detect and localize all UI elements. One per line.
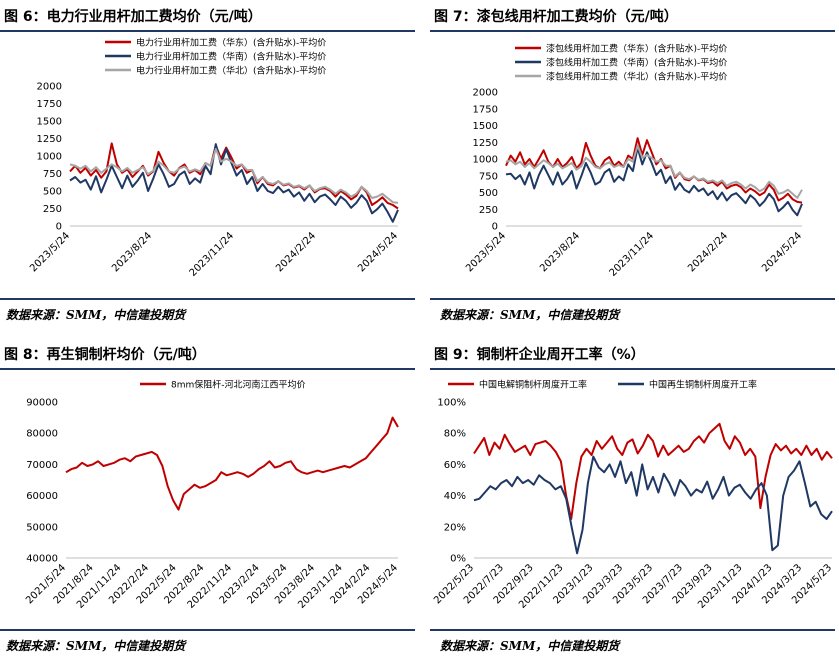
source-label: 数据来源：SMM，中信建投期货 bbox=[440, 308, 620, 322]
y-tick-label: 40% bbox=[444, 491, 466, 502]
title-rule bbox=[0, 30, 415, 32]
line-chart-0: 电力行业用杆加工费（华东）(含升贴水)-平均价电力行业用杆加工费（华南）(含升贴… bbox=[28, 37, 400, 279]
x-tick-label: 2024/2/24 bbox=[274, 230, 318, 274]
y-tick-label: 80% bbox=[444, 429, 466, 440]
y-tick-label: 2000 bbox=[473, 88, 498, 99]
source-label: 数据来源：SMM，中信建投期货 bbox=[6, 639, 186, 653]
series-line bbox=[505, 137, 803, 204]
legend-label: 漆包线用杆加工费（华南）(含升贴水)-平均价 bbox=[546, 57, 727, 69]
chart-panel-3: 图 9：铜制杆企业周开工率（%） 中国电解铜制杆周度开工率 中国再生铜制杆周度开工… bbox=[430, 338, 839, 671]
legend-label: 中国电解铜制杆周度开工率 bbox=[479, 379, 587, 391]
y-tick-label: 80000 bbox=[26, 429, 58, 440]
y-tick-label: 40000 bbox=[26, 554, 58, 565]
y-tick-label: 750 bbox=[43, 169, 62, 180]
series-line bbox=[505, 144, 803, 199]
y-tick-label: 250 bbox=[43, 204, 62, 215]
y-tick-label: 20% bbox=[444, 522, 466, 533]
line-chart-2: 8mm保阻杆-河北河南江西平均价 90000 80000 70000 60000 5000… bbox=[24, 379, 400, 611]
y-tick-label: 750 bbox=[479, 171, 498, 182]
source-rule bbox=[430, 298, 835, 300]
y-tick-label: 500 bbox=[43, 187, 62, 198]
y-tick-label: 1000 bbox=[37, 152, 62, 163]
x-tick-label: 2023/11/24 bbox=[188, 230, 237, 279]
x-tick-label: 2023/11/24 bbox=[608, 230, 657, 279]
legend-label: 电力行业用杆加工费（华南）(含升贴水)-平均价 bbox=[136, 51, 326, 63]
chart-title: 图 8：再生铜制杆均价（元/吨） bbox=[4, 347, 206, 363]
chart-title: 图 6：电力行业用杆加工费均价（元/吨） bbox=[4, 9, 262, 25]
line-chart-3: 中国电解铜制杆周度开工率 中国再生铜制杆周度开工率 100% 80% 60% 40% 20%… bbox=[432, 379, 834, 611]
y-tick-label: 100% bbox=[437, 398, 466, 409]
y-tick-label: 50000 bbox=[26, 522, 58, 533]
series-line bbox=[505, 146, 803, 217]
series-line bbox=[473, 422, 833, 520]
legend-label: 电力行业用杆加工费（华北）(含升贴水)-平均价 bbox=[136, 65, 326, 77]
y-tick-label: 1250 bbox=[473, 138, 498, 149]
y-tick-label: 2000 bbox=[37, 82, 62, 93]
y-tick-label: 1000 bbox=[473, 155, 498, 166]
source-rule bbox=[0, 298, 415, 300]
series-line bbox=[69, 142, 399, 210]
y-tick-label: 250 bbox=[479, 205, 498, 216]
title-rule bbox=[0, 368, 415, 370]
y-tick-label: 0 bbox=[56, 222, 62, 233]
legend-label: 中国再生铜制杆周度开工率 bbox=[649, 379, 757, 391]
title-rule bbox=[430, 368, 835, 370]
y-tick-label: 0 bbox=[492, 222, 498, 233]
legend-label: 漆包线用杆加工费（华北）(含升贴水)-平均价 bbox=[546, 71, 727, 83]
y-tick-label: 1750 bbox=[37, 99, 62, 110]
y-tick-label: 500 bbox=[479, 188, 498, 199]
source-rule bbox=[430, 629, 835, 631]
chart-title: 图 7：漆包线用杆加工费均价（元/吨） bbox=[434, 9, 678, 25]
legend-label: 漆包线用杆加工费（华东）(含升贴水)-平均价 bbox=[546, 43, 727, 55]
series-line bbox=[473, 455, 833, 555]
x-tick-label: 2023/8/24 bbox=[538, 230, 582, 274]
chart-panel-1: 图 7：漆包线用杆加工费均价（元/吨） 漆包线用杆加工费（华东）(含升贴水)-平… bbox=[430, 0, 839, 330]
x-tick-label: 2023/8/24 bbox=[110, 230, 154, 274]
series-line bbox=[65, 416, 399, 511]
legend-label: 电力行业用杆加工费（华东）(含升贴水)-平均价 bbox=[136, 37, 326, 49]
source-rule bbox=[0, 629, 415, 631]
y-tick-label: 1500 bbox=[473, 121, 498, 132]
y-tick-label: 0% bbox=[450, 554, 466, 565]
y-tick-label: 60000 bbox=[26, 491, 58, 502]
y-tick-label: 70000 bbox=[26, 460, 58, 471]
source-label: 数据来源：SMM，中信建投期货 bbox=[6, 308, 186, 322]
source-label: 数据来源：SMM，中信建投期货 bbox=[440, 639, 620, 653]
x-tick-label: 2023/5/24 bbox=[28, 230, 72, 274]
x-tick-label: 2023/5/24 bbox=[464, 230, 508, 274]
series-line bbox=[69, 148, 399, 204]
legend-label: 8mm保阻杆-河北河南江西平均价 bbox=[171, 379, 306, 391]
y-tick-label: 90000 bbox=[26, 398, 58, 409]
x-tick-label: 2024/5/24 bbox=[760, 230, 804, 274]
y-tick-label: 1500 bbox=[37, 117, 62, 128]
chart-panel-0: 图 6：电力行业用杆加工费均价（元/吨） 电力行业用杆加工费（华东）(含升贴水)… bbox=[0, 0, 419, 330]
chart-panel-2: 图 8：再生铜制杆均价（元/吨） 8mm保阻杆-河北河南江西平均价 90000 80… bbox=[0, 338, 419, 671]
x-tick-label: 2024/5/24 bbox=[356, 230, 400, 274]
y-tick-label: 1250 bbox=[37, 134, 62, 145]
y-tick-label: 60% bbox=[444, 460, 466, 471]
series-line bbox=[69, 143, 399, 223]
x-tick-label: 2024/2/24 bbox=[686, 230, 730, 274]
title-rule bbox=[430, 30, 835, 32]
y-tick-label: 1750 bbox=[473, 104, 498, 115]
line-chart-1: 漆包线用杆加工费（华东）(含升贴水)-平均价漆包线用杆加工费（华南）(含升贴水)… bbox=[464, 43, 804, 279]
chart-title: 图 9：铜制杆企业周开工率（%） bbox=[434, 347, 645, 363]
